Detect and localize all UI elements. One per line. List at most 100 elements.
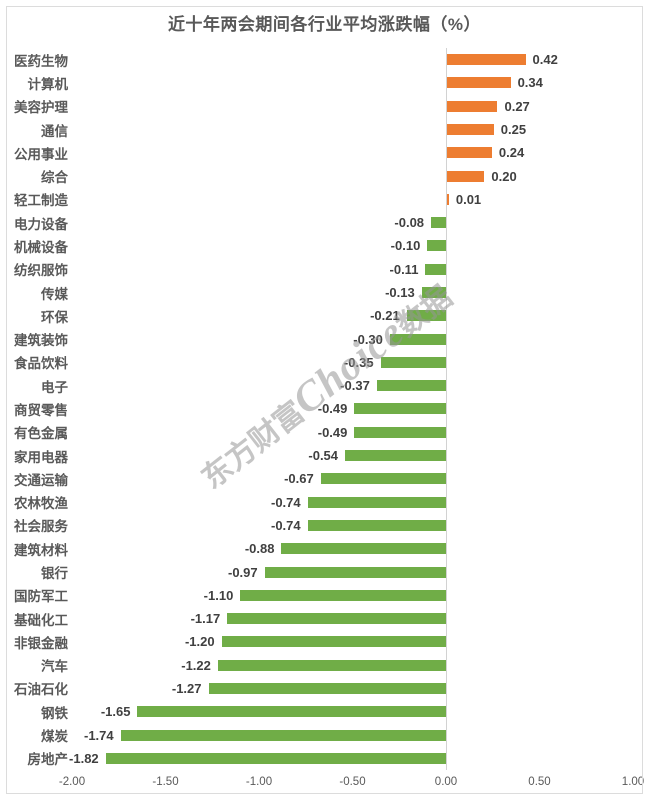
value-label: -0.74 [270,494,301,510]
bar [376,380,446,392]
bar [221,636,446,648]
category-label: 建筑材料 [14,542,68,558]
value-label: -0.97 [227,564,258,580]
bar-row: 有色金属 -0.49 [0,421,649,444]
bar-row: 环保 -0.21 [0,304,649,327]
x-axis: -2.00 -1.50 -1.00 -0.50 0.00 0.50 1.00 [0,776,649,796]
value-label: -0.35 [343,354,374,370]
x-tick-label: 0.00 [434,776,458,788]
bar-row: 汽车 -1.22 [0,654,649,677]
bar-row: 食品饮料 -0.35 [0,351,649,374]
bar-row: 家用电器 -0.54 [0,444,649,467]
bar-row: 建筑装饰 -0.30 [0,327,649,350]
x-tick-label: 0.50 [528,776,551,788]
bar [447,193,449,205]
category-label: 有色金属 [14,426,68,442]
bar-row: 农林牧渔 -0.74 [0,491,649,514]
bar [281,543,446,555]
category-label: 建筑装饰 [14,333,68,349]
bar [447,147,492,159]
x-tick-label: -2.00 [58,776,86,788]
value-label: -0.67 [284,471,314,487]
chart-title: 近十年两会期间各行业平均涨跌幅（%） [167,15,482,34]
value-label: -1.17 [190,611,221,627]
bar [447,54,526,66]
value-label: -0.10 [390,238,421,254]
category-label: 综合 [41,170,68,186]
bar [447,77,511,89]
value-label: -0.49 [317,401,348,417]
category-label: 传媒 [41,286,68,302]
value-label: 0.24 [498,145,525,161]
value-label: -0.88 [244,541,275,557]
value-label: -0.54 [308,448,339,464]
bar-row: 商贸零售 -0.49 [0,397,649,420]
bar [447,170,485,182]
bar [425,263,446,275]
bar-row: 钢铁 -1.65 [0,700,649,723]
bar [264,566,446,578]
x-tick-label: -0.50 [339,776,366,788]
value-label: -0.30 [353,331,383,347]
bar-row: 房地产 -1.82 [0,747,649,770]
value-label: -1.10 [203,587,234,603]
bar-row: 煤炭 -1.74 [0,723,649,746]
bar [431,217,446,229]
value-label: 0.27 [504,98,530,114]
bar [120,729,446,741]
zero-axis-line [446,48,447,770]
bar-row: 轻工制造 0.01 [0,188,649,211]
category-label: 医药生物 [14,53,68,69]
bar-row: 交通运输 -0.67 [0,467,649,490]
bar [380,356,446,368]
value-label: -0.74 [270,517,301,533]
x-tick-label: -1.50 [152,776,179,788]
value-label: 0.42 [532,52,558,68]
category-label: 电子 [41,379,68,395]
bar-row: 社会服务 -0.74 [0,514,649,537]
category-label: 银行 [41,566,68,582]
bar [389,333,446,345]
bar-row: 基础化工 -1.17 [0,607,649,630]
category-label: 石油石化 [14,682,68,698]
bar-row: 国防军工 -1.10 [0,584,649,607]
category-label: 轻工制造 [14,193,68,209]
value-label: -1.74 [83,727,114,743]
value-label: -1.82 [69,750,99,766]
bar [217,659,446,671]
category-label: 通信 [41,123,68,139]
category-label: 社会服务 [14,519,68,535]
bar-row: 公用事业 0.24 [0,141,649,164]
bar [406,310,446,322]
value-label: -0.21 [370,308,400,324]
bar [240,589,446,601]
category-label: 电力设备 [14,216,68,232]
bar [320,473,446,485]
bar-row: 建筑材料 -0.88 [0,537,649,560]
category-label: 汽车 [41,659,68,675]
category-label: 美容护理 [14,100,68,116]
bar [307,519,446,531]
category-label: 交通运输 [14,472,68,488]
category-label: 国防军工 [14,589,68,605]
value-label: 0.20 [491,168,517,184]
x-tick-label: 1.00 [621,776,645,788]
bar [345,450,446,462]
bar [447,100,498,112]
category-label: 商贸零售 [14,402,68,418]
bar-row: 机械设备 -0.10 [0,234,649,257]
bar-row: 美容护理 0.27 [0,95,649,118]
bar [227,613,446,625]
category-label: 食品饮料 [14,356,68,372]
category-label: 农林牧渔 [14,496,68,512]
value-label: 0.01 [455,191,482,207]
x-tick-label: -1.00 [245,776,273,788]
category-label: 公用事业 [14,146,68,162]
category-label: 煤炭 [41,729,68,745]
bar [427,240,446,252]
value-label: -0.49 [317,424,348,440]
category-label: 基础化工 [14,612,68,628]
category-label: 家用电器 [14,449,68,465]
